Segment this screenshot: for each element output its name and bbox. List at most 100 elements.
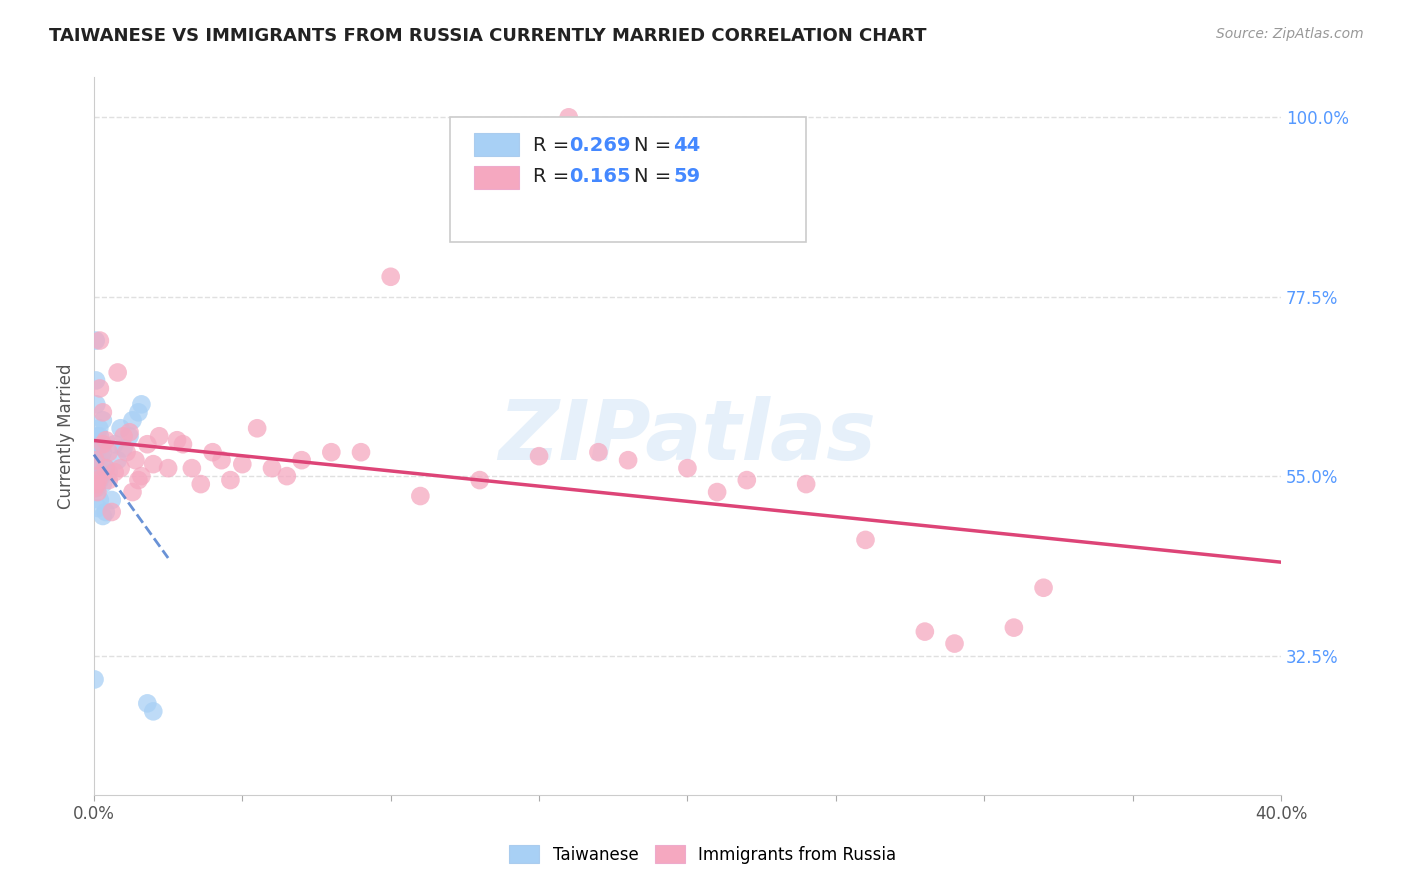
Point [89,493,111,508]
Point [127,405,149,419]
Point [84,397,107,411]
Point [276,469,298,483]
Text: Source: ZipAtlas.com: Source: ZipAtlas.com [1216,27,1364,41]
Point [166,434,188,448]
Point [468,473,491,487]
Point [83,481,105,495]
Point [89,473,111,487]
Point [107,453,129,467]
Point [84,461,107,475]
Point [91,437,114,451]
Point [86,429,108,443]
Point [190,477,212,491]
Point [201,445,224,459]
Point [127,473,149,487]
Point [124,453,146,467]
Point [558,111,581,125]
Point [84,469,107,483]
Point [86,477,108,491]
Point [89,334,111,348]
FancyBboxPatch shape [474,134,519,156]
Point [84,334,107,348]
Point [83,673,105,687]
Point [914,624,936,639]
Point [112,441,135,455]
Point [84,373,107,387]
Point [219,473,242,487]
FancyBboxPatch shape [474,166,519,189]
Point [136,437,159,451]
Text: N =: N = [634,167,678,186]
Point [91,413,114,427]
Point [112,429,135,443]
Point [1032,581,1054,595]
Point [855,533,877,547]
Point [89,465,111,479]
Text: 0.165: 0.165 [569,167,630,186]
Text: R =: R = [533,136,575,155]
Point [87,501,110,516]
Point [794,477,817,491]
Text: ZIPatlas: ZIPatlas [499,396,876,476]
Point [131,397,153,411]
Point [121,413,143,427]
Point [94,505,117,519]
Point [676,461,699,475]
Point [211,453,233,467]
Point [91,445,114,459]
Point [350,445,373,459]
Point [87,437,110,451]
Point [617,453,640,467]
Legend: Taiwanese, Immigrants from Russia: Taiwanese, Immigrants from Russia [503,838,903,871]
Point [107,366,129,380]
Point [260,461,283,475]
Point [142,457,165,471]
Point [87,457,110,471]
Point [118,429,141,443]
Point [157,461,180,475]
Point [231,457,253,471]
Text: N =: N = [634,136,678,155]
Point [121,485,143,500]
Point [115,445,138,459]
Point [90,449,112,463]
Point [321,445,343,459]
Point [136,697,159,711]
Point [118,425,141,440]
Point [148,429,170,443]
Point [131,469,153,483]
Text: 44: 44 [673,136,700,155]
Point [588,445,610,459]
Y-axis label: Currently Married: Currently Married [58,364,75,509]
Point [94,461,117,475]
Point [91,477,114,491]
Point [86,445,108,459]
Point [93,465,115,479]
Text: R =: R = [533,167,575,186]
Point [91,508,114,523]
Point [706,485,728,500]
Point [91,405,114,419]
FancyBboxPatch shape [450,117,806,243]
Point [380,269,402,284]
Point [943,636,966,650]
Point [180,461,202,475]
Point [110,421,132,435]
Point [89,381,111,395]
Point [409,489,432,503]
Point [86,481,108,495]
Point [86,473,108,487]
Point [89,429,111,443]
Point [86,469,108,483]
Point [89,421,111,435]
Point [104,437,127,451]
Point [291,453,314,467]
Point [86,485,108,500]
Point [97,465,120,479]
Point [94,461,117,475]
Point [142,704,165,718]
Point [246,421,269,435]
Point [84,477,107,491]
Point [84,453,107,467]
Point [1002,621,1025,635]
